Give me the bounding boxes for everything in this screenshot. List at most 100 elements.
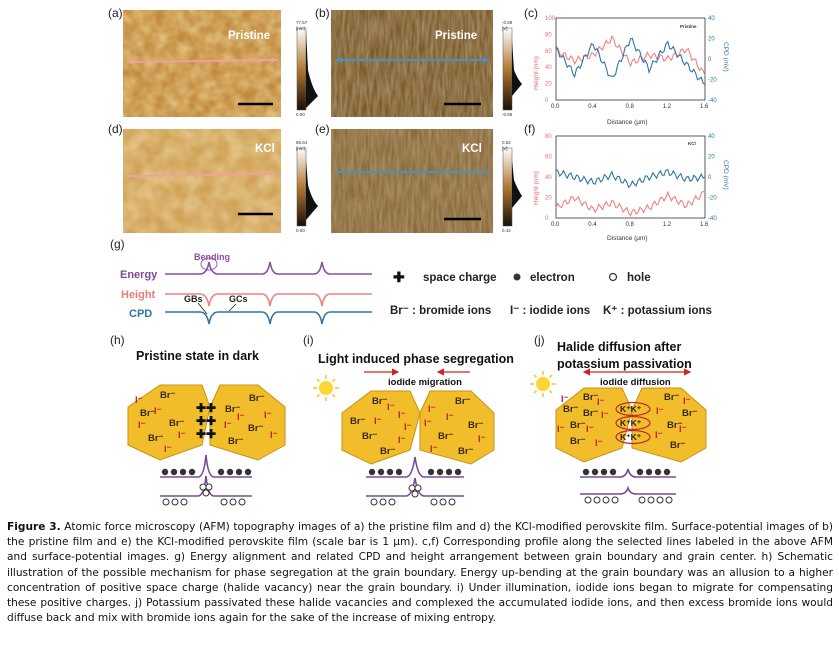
ion-br: Br⁻ [225, 404, 241, 415]
cbar-a-unit: [nm] [296, 26, 305, 31]
ion-br: Br⁻ [583, 408, 599, 419]
bending-circle [200, 257, 218, 271]
gbs-pointer [197, 302, 208, 315]
ion-i: I⁻ [154, 406, 162, 417]
f-ytick-left: 20 [545, 196, 552, 202]
ion-br: Br⁻ [583, 392, 599, 403]
title-j-line1: Halide diffusion after [557, 340, 681, 354]
ion-br: Br⁻ [148, 433, 164, 444]
ion-i: I⁻ [164, 444, 172, 455]
ion-i: I⁻ [374, 416, 382, 427]
chart-f-y2label: CPD (mV) [722, 160, 729, 190]
ion-br: Br⁻ [438, 431, 454, 442]
ion-i: I⁻ [679, 424, 687, 435]
c-xtick: 0.0 [551, 104, 560, 110]
c-ytick-left: 20 [545, 82, 552, 88]
legend-space-charge: space charge [423, 272, 497, 284]
ion-br: Br⁻ [228, 436, 244, 447]
k-pair: K⁺K⁺ [620, 418, 642, 428]
k-pair: K⁺K⁺ [620, 404, 642, 414]
cbar-d-top: 85.64 [296, 140, 308, 145]
potential-image-kcl [331, 129, 493, 233]
c-ytick-left: 60 [545, 49, 552, 55]
f-ytick-left: 80 [545, 134, 552, 140]
ion-i: I⁻ [586, 424, 594, 435]
cbar-e-top: 0.52 [502, 140, 511, 145]
caption-text: Atomic force microscopy (AFM) topography… [7, 521, 833, 625]
chart-f: KCl 0.0 0.4 0.8 1.2 1.6 80 60 40 20 0 40 20 0 -20 -40 [545, 134, 717, 228]
panel-label-b: (b) [315, 6, 330, 20]
ion-br: Br⁻ [667, 420, 683, 431]
c-ytick-right: -40 [708, 98, 717, 104]
ion-i: I⁻ [597, 397, 605, 408]
iodide-migration-label: iodide migration [388, 377, 462, 388]
schematic-i: iodide migration Br⁻ Br⁻ Br⁻ Br⁻ Br⁻ Br⁻… [312, 368, 495, 506]
ion-i: I⁻ [561, 394, 569, 405]
c-xtick: 0.4 [588, 104, 597, 110]
ion-i: I⁻ [601, 410, 609, 421]
f-series-cpd [555, 168, 706, 189]
space-charge-cluster: ✚✚✚✚✚✚ [196, 401, 216, 441]
potential-image-pristine [331, 10, 493, 117]
afm-image-kcl [123, 129, 281, 233]
ion-br: Br⁻ [664, 392, 680, 403]
f-xtick: 1.2 [663, 222, 672, 228]
gbs-label: GBs [184, 294, 203, 304]
energy-line [165, 261, 372, 275]
legend-electron: electron [530, 272, 575, 284]
ion-br: Br⁻ [682, 408, 698, 419]
space-charge-icon: ✚ [393, 269, 405, 285]
c-ytick-left: 80 [545, 32, 552, 38]
svg-text:✚✚: ✚✚ [196, 427, 216, 441]
chart-c-y2label: CPD (mV) [722, 42, 729, 72]
panel-label-c: (c) [524, 6, 538, 20]
panel-label-i: (i) [303, 333, 314, 347]
ion-i: I⁻ [398, 435, 406, 446]
ion-i: I⁻ [683, 396, 691, 407]
c-ytick-left: 40 [545, 65, 552, 71]
c-ytick-right: 20 [708, 37, 715, 43]
colorbar-b: -0.59 [V] -0.69 [502, 20, 522, 117]
ion-br: Br⁻ [362, 431, 378, 442]
chart-c-xlabel: Distance (μm) [607, 119, 648, 126]
f-ytick-right: 40 [708, 134, 715, 140]
f-ytick-left: 60 [545, 155, 552, 161]
cbar-a-top: 77.57 [296, 20, 308, 25]
afm-image-pristine [123, 10, 281, 117]
tag-d: KCl [255, 143, 275, 155]
height-line [165, 293, 372, 307]
c-ytick-left: 100 [545, 16, 556, 22]
c-ytick-left: 0 [545, 98, 549, 104]
cbar-b-bottom: -0.69 [502, 112, 513, 117]
ion-br: Br⁻ [570, 436, 586, 447]
potassium-complex: K⁺K⁺ K⁺K⁺ K⁺K⁺ [615, 401, 651, 445]
panel-label-e: (e) [315, 122, 330, 136]
ion-i: I⁻ [135, 395, 143, 406]
ion-br: Br⁻ [455, 396, 471, 407]
colorbar-e: 0.52 [V] 0.42 [502, 140, 522, 233]
chart-c: Pristine 0.0 0.4 0.8 1.2 1.6 100 80 60 40 20 0 40 20… [545, 16, 717, 110]
ion-i: I⁻ [270, 430, 278, 441]
f-ytick-left: 0 [545, 216, 549, 222]
c-ytick-right: 40 [708, 16, 715, 22]
iodide-diffusion-label: iodide diffusion [600, 377, 671, 388]
ion-i: I⁻ [446, 412, 454, 423]
ion-i: I⁻ [430, 444, 438, 455]
f-series-height [555, 190, 706, 218]
ion-br: Br⁻ [249, 393, 265, 404]
sun-icon [312, 374, 340, 402]
c-xtick: 1.2 [663, 104, 672, 110]
tag-e: KCl [462, 143, 482, 155]
svg-text:✚✚: ✚✚ [196, 414, 216, 428]
c-series-cpd [555, 37, 706, 86]
f-ytick-right: 0 [708, 175, 712, 181]
f-xtick: 0.4 [588, 222, 597, 228]
ion-i: I⁻ [398, 410, 406, 421]
ion-i: I⁻ [428, 404, 436, 415]
ion-br: Br⁻ [570, 420, 586, 431]
legend-br: Br⁻ : bromide ions [390, 305, 491, 317]
c-ytick-right: 0 [708, 57, 712, 63]
ion-br: Br⁻ [248, 423, 264, 434]
ion-br: Br⁻ [140, 408, 156, 419]
ion-br: Br⁻ [160, 390, 176, 401]
